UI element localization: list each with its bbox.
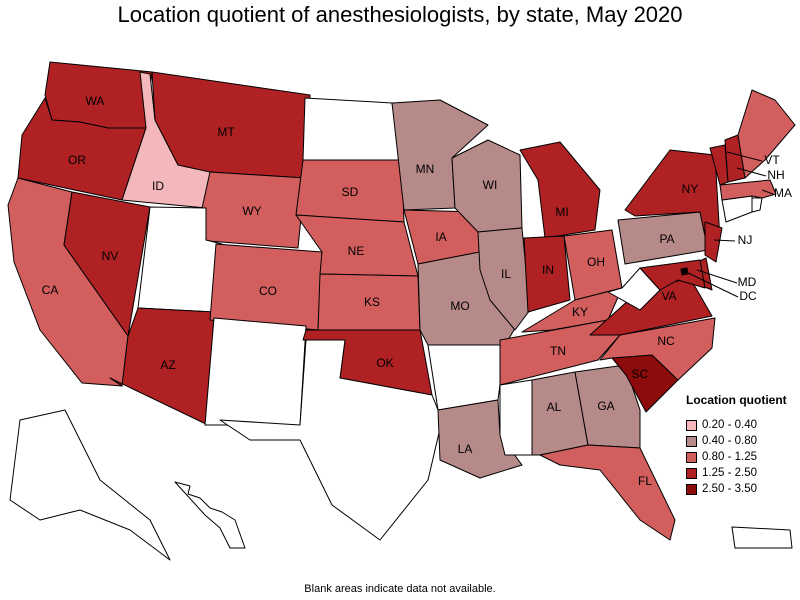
legend-swatch xyxy=(686,419,697,431)
state-label-wa: WA xyxy=(86,94,105,108)
state-ar xyxy=(427,344,506,411)
state-me xyxy=(737,89,796,179)
legend-swatch xyxy=(686,435,697,447)
state-ak xyxy=(9,409,171,561)
state-label-pa: PA xyxy=(659,232,674,246)
legend-swatch xyxy=(686,451,697,463)
state-label-or: OR xyxy=(68,153,86,167)
state-label-ny: NY xyxy=(682,182,699,196)
state-nm xyxy=(204,317,307,426)
callout-line-md xyxy=(696,269,738,284)
legend-label: 2.50 - 3.50 xyxy=(702,483,757,495)
state-label-oh: OH xyxy=(587,255,605,269)
state-label-fl: FL xyxy=(638,474,652,488)
state-ma xyxy=(719,179,777,201)
state-label-mi: MI xyxy=(555,205,568,219)
dc-marker xyxy=(681,268,687,274)
state-in xyxy=(523,235,571,313)
legend-item: 0.80 - 1.25 xyxy=(686,449,796,465)
state-label-co: CO xyxy=(259,284,277,298)
legend-item: 0.20 - 0.40 xyxy=(686,417,796,433)
state-label-ia: IA xyxy=(435,230,446,244)
legend-swatch xyxy=(686,467,697,479)
state-label-la: LA xyxy=(458,442,473,456)
state-label-id: ID xyxy=(152,179,164,193)
state-label-ky: KY xyxy=(572,305,588,319)
state-label-nv: NV xyxy=(102,249,119,263)
state-ga xyxy=(574,364,641,449)
state-label-nh: NH xyxy=(767,168,784,182)
state-label-il: IL xyxy=(501,267,511,281)
legend-title: Location quotient xyxy=(686,393,787,407)
callout-line-dc xyxy=(683,270,739,298)
legend-label: 1.25 - 2.50 xyxy=(702,467,757,479)
state-label-ga: GA xyxy=(597,399,614,413)
state-ms xyxy=(499,379,533,456)
state-nd xyxy=(302,97,403,161)
map-title: Location quotient of anesthesiologists, … xyxy=(117,2,683,27)
state-label-al: AL xyxy=(547,400,562,414)
state-label-mt: MT xyxy=(217,125,235,139)
legend-swatch xyxy=(686,483,697,495)
state-md xyxy=(639,259,706,291)
state-label-ne: NE xyxy=(348,244,365,258)
state-ri xyxy=(751,197,763,213)
state-label-mn: MN xyxy=(416,162,435,176)
state-label-tn: TN xyxy=(550,344,566,358)
state-label-wi: WI xyxy=(483,178,498,192)
legend-label: 0.40 - 0.80 xyxy=(702,435,757,447)
state-mi xyxy=(519,141,601,239)
state-label-in: IN xyxy=(542,263,554,277)
state-tn xyxy=(499,319,621,386)
state-label-ok: OK xyxy=(376,356,393,370)
legend-item: 2.50 - 3.50 xyxy=(686,481,796,497)
state-pr xyxy=(731,526,793,549)
state-label-az: AZ xyxy=(160,358,175,372)
state-label-ks: KS xyxy=(364,295,380,309)
legend: Location quotient 0.20 - 0.40 0.40 - 0.80… xyxy=(686,393,796,497)
state-label-vt: VT xyxy=(764,153,780,167)
state-la xyxy=(437,399,523,479)
state-hi xyxy=(174,481,246,549)
legend-label: 0.80 - 1.25 xyxy=(702,451,757,463)
state-label-mo: MO xyxy=(450,299,469,313)
state-tx xyxy=(219,339,443,541)
state-label-md: MD xyxy=(738,275,757,289)
legend-item: 0.40 - 0.80 xyxy=(686,433,796,449)
state-label-nc: NC xyxy=(657,334,675,348)
legend-item: 1.25 - 2.50 xyxy=(686,465,796,481)
state-label-ca: CA xyxy=(42,283,59,297)
callout-line-vt xyxy=(726,151,763,162)
state-ky xyxy=(521,287,623,333)
state-label-wy: WY xyxy=(242,204,261,218)
state-label-va: VA xyxy=(661,289,676,303)
footnote: Blank areas indicate data not available. xyxy=(304,583,496,595)
state-label-ma: MA xyxy=(774,186,792,200)
state-label-nj: NJ xyxy=(738,233,753,247)
legend-label: 0.20 - 0.40 xyxy=(702,419,757,431)
state-nj xyxy=(704,221,723,263)
state-fl xyxy=(539,444,676,541)
callout-line-ma xyxy=(761,189,774,195)
callout-line-nh xyxy=(736,167,767,177)
state-label-sd: SD xyxy=(342,185,359,199)
callout-line-nj xyxy=(713,239,736,242)
state-il xyxy=(477,227,531,331)
state-label-dc: DC xyxy=(739,289,757,303)
state-label-sc: SC xyxy=(632,367,649,381)
